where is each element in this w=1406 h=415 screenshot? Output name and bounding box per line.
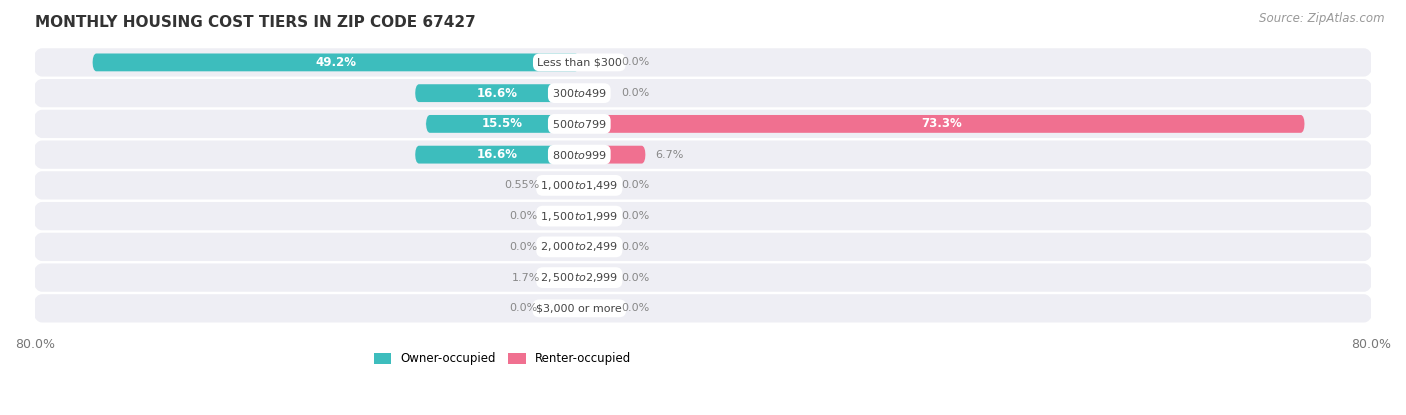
FancyBboxPatch shape bbox=[579, 146, 645, 164]
Text: 0.0%: 0.0% bbox=[509, 211, 537, 221]
Text: 1.7%: 1.7% bbox=[512, 273, 540, 283]
Text: 0.0%: 0.0% bbox=[509, 303, 537, 313]
Text: $300 to $499: $300 to $499 bbox=[551, 87, 607, 99]
Text: $1,000 to $1,499: $1,000 to $1,499 bbox=[540, 179, 619, 192]
FancyBboxPatch shape bbox=[30, 286, 1376, 331]
FancyBboxPatch shape bbox=[30, 132, 1376, 177]
Text: $500 to $799: $500 to $799 bbox=[551, 118, 607, 130]
Text: 16.6%: 16.6% bbox=[477, 87, 517, 100]
FancyBboxPatch shape bbox=[30, 193, 1376, 239]
Legend: Owner-occupied, Renter-occupied: Owner-occupied, Renter-occupied bbox=[368, 348, 637, 370]
Text: 0.0%: 0.0% bbox=[621, 88, 650, 98]
Text: 0.55%: 0.55% bbox=[505, 181, 540, 190]
FancyBboxPatch shape bbox=[415, 146, 579, 164]
FancyBboxPatch shape bbox=[30, 255, 1376, 300]
Text: $3,000 or more: $3,000 or more bbox=[537, 303, 623, 313]
Text: 0.0%: 0.0% bbox=[621, 273, 650, 283]
Text: 15.5%: 15.5% bbox=[482, 117, 523, 130]
Text: $800 to $999: $800 to $999 bbox=[551, 149, 607, 161]
FancyBboxPatch shape bbox=[30, 40, 1376, 85]
Text: 0.0%: 0.0% bbox=[621, 181, 650, 190]
FancyBboxPatch shape bbox=[550, 176, 579, 194]
Text: Source: ZipAtlas.com: Source: ZipAtlas.com bbox=[1260, 12, 1385, 25]
Text: 0.0%: 0.0% bbox=[509, 242, 537, 252]
Text: MONTHLY HOUSING COST TIERS IN ZIP CODE 67427: MONTHLY HOUSING COST TIERS IN ZIP CODE 6… bbox=[35, 15, 475, 30]
Text: 6.7%: 6.7% bbox=[655, 150, 683, 160]
Text: $1,500 to $1,999: $1,500 to $1,999 bbox=[540, 210, 619, 222]
Text: $2,000 to $2,499: $2,000 to $2,499 bbox=[540, 240, 619, 254]
FancyBboxPatch shape bbox=[30, 71, 1376, 116]
Text: 49.2%: 49.2% bbox=[315, 56, 356, 69]
FancyBboxPatch shape bbox=[550, 269, 579, 286]
Text: $2,500 to $2,999: $2,500 to $2,999 bbox=[540, 271, 619, 284]
FancyBboxPatch shape bbox=[30, 101, 1376, 146]
FancyBboxPatch shape bbox=[579, 115, 1305, 133]
FancyBboxPatch shape bbox=[30, 224, 1376, 270]
FancyBboxPatch shape bbox=[415, 84, 579, 102]
Text: 16.6%: 16.6% bbox=[477, 148, 517, 161]
FancyBboxPatch shape bbox=[426, 115, 579, 133]
Text: 0.0%: 0.0% bbox=[621, 57, 650, 67]
FancyBboxPatch shape bbox=[93, 54, 579, 71]
Text: 0.0%: 0.0% bbox=[621, 303, 650, 313]
FancyBboxPatch shape bbox=[30, 163, 1376, 208]
Text: 0.0%: 0.0% bbox=[621, 211, 650, 221]
Text: 73.3%: 73.3% bbox=[921, 117, 962, 130]
Text: 0.0%: 0.0% bbox=[621, 242, 650, 252]
Text: Less than $300: Less than $300 bbox=[537, 57, 621, 67]
